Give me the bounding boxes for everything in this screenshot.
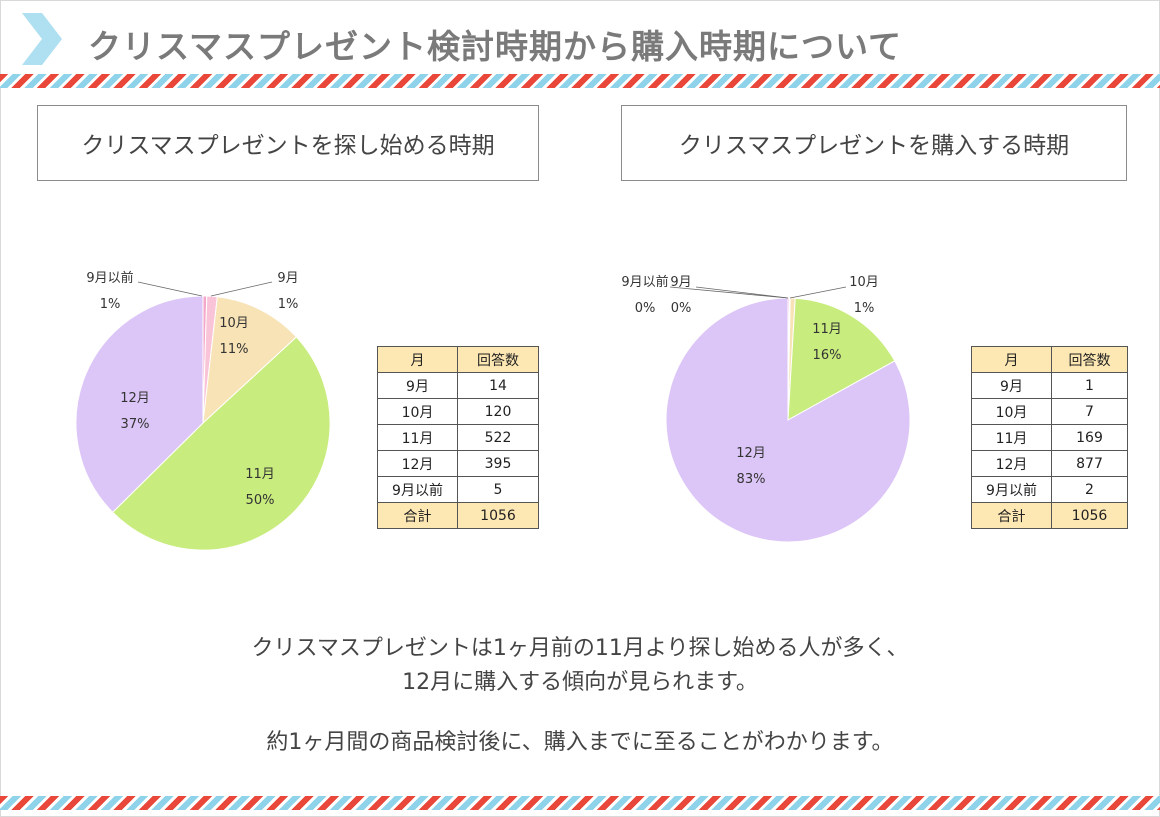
cell-count: 2 <box>1051 476 1128 503</box>
pie-slice <box>75 295 204 513</box>
table-row: 9月 14 <box>377 372 539 399</box>
cell-total-label: 合計 <box>377 502 458 529</box>
cell-month: 9月以前 <box>971 476 1052 503</box>
cell-count: 1 <box>1051 372 1128 399</box>
left-panel-title: クリスマスプレゼントを探し始める時期 <box>37 105 539 181</box>
cell-month: 11月 <box>971 424 1052 451</box>
summary-line-2: 12月に購入する傾向が見られます。 <box>402 670 758 695</box>
response-count-table-search: 月 回答数 9月 14 10月 120 11月 522 12月 395 9月以前 5 合計… <box>377 346 539 529</box>
slice-percent-label: 16% <box>813 348 842 363</box>
header-count: 回答数 <box>457 346 539 373</box>
decorative-stripe-bottom <box>0 796 1160 810</box>
chevron-right-icon <box>22 13 62 65</box>
leader-line <box>789 286 847 299</box>
slice-category-label: 9月 <box>670 275 691 290</box>
cell-count: 120 <box>457 398 539 425</box>
pie-slice <box>787 297 896 421</box>
cell-month: 10月 <box>971 398 1052 425</box>
cell-count: 7 <box>1051 398 1128 425</box>
table-row: 12月 395 <box>377 450 539 477</box>
cell-month: 12月 <box>971 450 1052 477</box>
slice-percent-label: 83% <box>737 472 766 487</box>
pie-slice <box>111 336 331 551</box>
table-header-row: 月 回答数 <box>971 346 1128 373</box>
slice-category-label: 10月 <box>849 275 879 290</box>
summary-line-1: クリスマスプレゼントは1ヶ月前の11月より探し始める人が多く、 <box>251 636 909 661</box>
decorative-stripe-top <box>0 74 1160 88</box>
cell-total-label: 合計 <box>971 502 1052 529</box>
table-row: 9月 1 <box>971 372 1128 399</box>
slice-percent-label: 1% <box>854 301 875 316</box>
slice-percent-label: 50% <box>246 493 275 508</box>
slice-percent-label: 37% <box>121 417 150 432</box>
cell-month: 12月 <box>377 450 458 477</box>
table-row: 11月 169 <box>971 424 1128 451</box>
leader-line <box>137 281 203 297</box>
slice-category-label: 11月 <box>245 467 275 482</box>
cell-month: 10月 <box>377 398 458 425</box>
leader-line <box>695 286 789 299</box>
cell-count: 522 <box>457 424 539 451</box>
cell-total-value: 1056 <box>457 502 539 529</box>
slice-percent-label: 1% <box>278 297 299 312</box>
response-count-table-purchase: 月 回答数 9月 1 10月 7 11月 169 12月 877 9月以前 2 合計 105… <box>971 346 1128 529</box>
table-row: 12月 877 <box>971 450 1128 477</box>
right-panel-title: クリスマスプレゼントを購入する時期 <box>621 105 1127 181</box>
cell-month: 11月 <box>377 424 458 451</box>
table-header-row: 月 回答数 <box>377 346 539 373</box>
pie-slice <box>665 297 911 543</box>
slice-percent-label: 11% <box>220 342 249 357</box>
slice-percent-label: 1% <box>100 297 121 312</box>
slice-category-label: 9月 <box>277 271 298 286</box>
slice-category-label: 9月以前 <box>621 274 668 290</box>
cell-month: 9月 <box>971 372 1052 399</box>
leader-line <box>669 286 789 299</box>
slice-category-label: 9月以前 <box>86 270 133 286</box>
cell-count: 169 <box>1051 424 1128 451</box>
leader-line <box>210 281 273 297</box>
cell-month: 9月 <box>377 372 458 399</box>
header-month: 月 <box>971 346 1052 373</box>
slice-category-label: 11月 <box>812 322 842 337</box>
cell-count: 5 <box>457 476 539 503</box>
cell-count: 395 <box>457 450 539 477</box>
table-row: 11月 522 <box>377 424 539 451</box>
slice-percent-label: 0% <box>671 301 692 316</box>
cell-count: 14 <box>457 372 539 399</box>
slice-category-label: 12月 <box>120 391 150 406</box>
header-count: 回答数 <box>1051 346 1128 373</box>
pie-slice <box>202 296 298 425</box>
table-total-row: 合計 1056 <box>377 502 539 529</box>
summary-line-3: 約1ヶ月間の商品検討後に、購入までに至ることがわかります。 <box>266 730 894 755</box>
page-title: クリスマスプレゼント検討時期から購入時期について <box>88 27 903 66</box>
slice-category-label: 10月 <box>219 316 249 331</box>
header-month: 月 <box>377 346 458 373</box>
table-row: 10月 120 <box>377 398 539 425</box>
table-row: 10月 7 <box>971 398 1128 425</box>
slice-category-label: 12月 <box>736 446 766 461</box>
pie-chart-search-timing: 9月以前 1% 9月 1% 10月 11% 11月 50% 12月 37% <box>75 270 331 551</box>
cell-count: 877 <box>1051 450 1128 477</box>
table-row: 9月以前 5 <box>377 476 539 503</box>
table-row: 9月以前 2 <box>971 476 1128 503</box>
slice-percent-label: 0% <box>635 301 656 316</box>
table-total-row: 合計 1056 <box>971 502 1128 529</box>
cell-month: 9月以前 <box>377 476 458 503</box>
cell-total-value: 1056 <box>1051 502 1128 529</box>
